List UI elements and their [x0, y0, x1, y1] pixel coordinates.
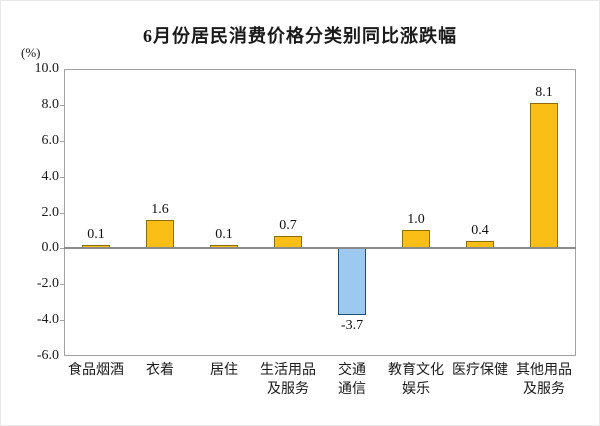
y-axis-tick-label: -6.0: [36, 348, 59, 363]
x-axis-category-label-line: 娱乐: [402, 382, 430, 397]
x-axis-category-label-line: 及服务: [523, 382, 565, 397]
x-axis-category-label: 医疗保健: [448, 361, 512, 380]
y-axis-tick-mark: [60, 284, 65, 286]
zero-baseline: [64, 247, 576, 250]
x-axis-category-label-line: 教育文化: [388, 363, 444, 378]
x-axis-category-label: 居住: [192, 361, 256, 380]
y-axis-tick-label: 6.0: [41, 132, 60, 148]
x-axis-category-label: 交通 通信: [320, 361, 384, 399]
y-axis-tick-mark: [60, 212, 65, 214]
y-axis-unit-label: (%): [21, 45, 41, 60]
y-axis-tick-label: 8.0: [41, 96, 60, 112]
bar-value-label: -3.7: [340, 317, 364, 333]
x-axis-category-label-line: 其他用品: [516, 363, 572, 378]
x-axis-category-label-line: 及服务: [267, 382, 309, 397]
bar: [146, 219, 174, 249]
y-axis-tick-label: -4.0: [36, 312, 59, 328]
x-axis-category-label-line: 衣着: [146, 363, 174, 378]
x-axis-category-label-line: 通信: [338, 382, 366, 397]
y-axis-tick-label: -2.0: [36, 276, 59, 292]
y-axis-tick-label: 4.0: [41, 168, 60, 184]
bar-value-label: 0.1: [215, 227, 233, 243]
x-axis-category-label-line: 交通: [338, 363, 366, 378]
x-axis-category-label-line: 食品烟酒: [68, 363, 124, 378]
bar-value-label: 0.7: [279, 217, 297, 233]
bar: [402, 230, 430, 249]
y-axis-tick-mark: [60, 320, 65, 322]
x-axis-category-label: 教育文化 娱乐: [384, 361, 448, 399]
x-axis-category-label-line: 医疗保健: [452, 363, 508, 378]
x-axis-category-label-line: 居住: [210, 363, 238, 378]
x-axis-category-label: 其他用品 及服务: [512, 361, 576, 399]
bar-value-label: 1.6: [151, 201, 169, 217]
x-axis-category-label: 衣着: [128, 361, 192, 380]
bar-value-label: 8.1: [535, 85, 553, 101]
bar: [338, 248, 366, 315]
y-axis-tick-mark: [60, 176, 65, 178]
y-axis-tick-mark: [60, 248, 65, 250]
plot-area: [64, 69, 576, 356]
x-axis-category-label-line: 生活用品: [260, 363, 316, 378]
chart-title: 6月份居民消费价格分类别同比涨跌幅: [143, 26, 457, 46]
y-axis-tick-label: 2.0: [41, 204, 60, 220]
bar-value-label: 0.4: [471, 223, 489, 239]
bar-value-label: 1.0: [407, 212, 425, 228]
x-axis-category-label: 食品烟酒: [64, 361, 128, 380]
y-axis-tick-label: 10.0: [34, 61, 60, 76]
x-axis-category-label: 生活用品 及服务: [256, 361, 320, 399]
bar: [530, 103, 558, 249]
y-axis-tick-mark: [60, 104, 65, 106]
y-axis-tick-mark: [60, 140, 65, 142]
y-axis-tick-label: 0.0: [41, 240, 60, 256]
bar-value-label: 0.1: [87, 227, 105, 243]
